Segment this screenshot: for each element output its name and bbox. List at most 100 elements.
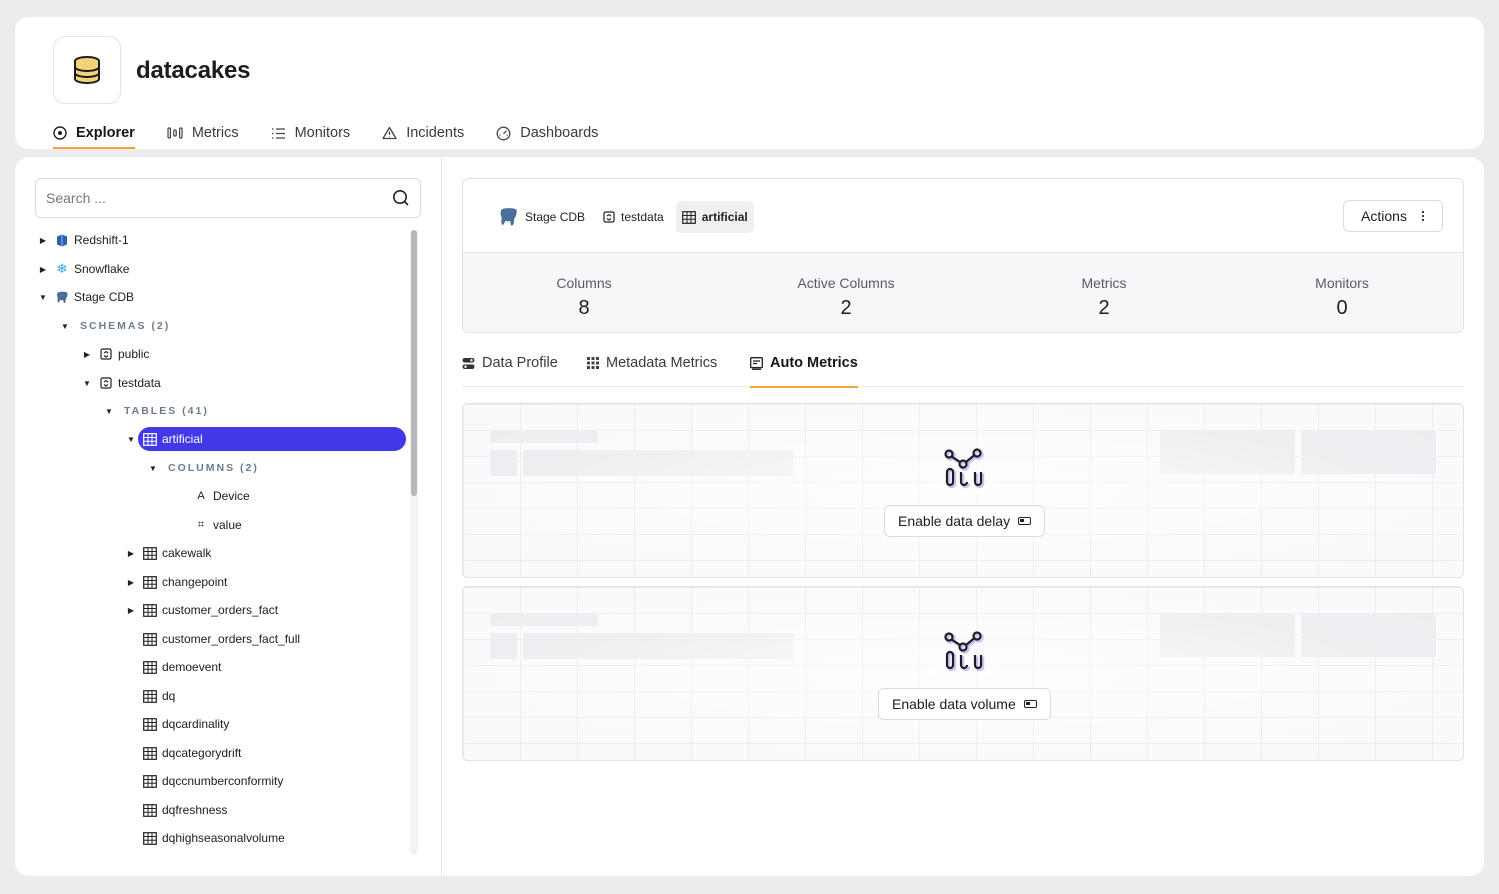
expand-caret-icon[interactable]: ▶: [83, 349, 91, 359]
app-title: datacakes: [136, 57, 251, 84]
tree-scrollbar[interactable]: [410, 230, 418, 855]
stat-columns: Columns 8: [484, 253, 684, 320]
redshift-icon: [54, 232, 70, 248]
nav-metrics-label: Metrics: [191, 125, 239, 141]
tree-item-stage-cdb[interactable]: ▼ Stage CDB: [36, 285, 134, 309]
enable-data-volume-button[interactable]: Enable data volume: [878, 688, 1051, 720]
expand-caret-icon[interactable]: ▶: [39, 235, 47, 245]
nav-explorer-label: Explorer: [76, 125, 135, 141]
stat-metrics: Metrics 2: [1004, 253, 1204, 320]
nav-metrics[interactable]: Metrics: [167, 117, 239, 149]
tree-item-artificial[interactable]: ▼ artificial: [124, 427, 406, 451]
toggle-icon: [1018, 517, 1032, 525]
nav-monitors[interactable]: Monitors: [271, 117, 350, 149]
tree-table-row[interactable]: dqhighseasonalvolume: [138, 826, 285, 850]
section-label: SCHEMAS (2): [80, 320, 171, 332]
search-box: [35, 178, 421, 218]
tree-item-redshift[interactable]: ▶ Redshift-1: [36, 228, 129, 252]
tree-table-row[interactable]: dqcategorydrift: [138, 741, 241, 765]
toggle-icon: [1023, 700, 1037, 708]
collapse-caret-icon[interactable]: ▼: [83, 378, 91, 388]
tree-label: dqccnumberconformity: [162, 774, 284, 788]
tab-metadata-metrics[interactable]: Metadata Metrics: [587, 339, 717, 387]
tab-auto-metrics[interactable]: Auto Metrics: [750, 339, 858, 388]
nav-incidents[interactable]: Incidents: [382, 117, 464, 149]
actions-button[interactable]: Actions: [1343, 200, 1443, 232]
tree-item-testdata[interactable]: ▼ testdata: [80, 371, 161, 395]
schemas-section[interactable]: ▼ SCHEMAS (2): [58, 314, 170, 338]
collapse-caret-icon[interactable]: ▼: [105, 406, 113, 416]
actions-label: Actions: [1361, 208, 1407, 224]
app-logo[interactable]: [53, 36, 121, 104]
breadcrumb: Stage CDB testdata artificial: [493, 201, 754, 233]
tree-label: dqcategorydrift: [162, 746, 242, 760]
expand-caret-icon[interactable]: ▶: [127, 577, 135, 587]
graph-nodes-icon: [944, 448, 985, 489]
stat-value: 0: [1336, 297, 1348, 319]
tree-table-row[interactable]: customer_orders_fact_full: [138, 627, 300, 651]
fade-overlay: [463, 404, 1463, 577]
stat-value: 2: [840, 297, 852, 319]
postgres-icon: [54, 289, 70, 305]
tab-data-profile[interactable]: Data Profile: [462, 339, 558, 387]
table-icon: [142, 602, 158, 618]
collapse-caret-icon[interactable]: ▼: [127, 434, 135, 444]
tree-table-row[interactable]: demoevent: [138, 655, 221, 679]
tree-label: demoevent: [162, 660, 222, 674]
table-icon: [142, 830, 158, 846]
expand-caret-icon[interactable]: ▶: [127, 605, 135, 615]
nav-explorer[interactable]: Explorer: [53, 117, 135, 149]
feature-card-data-delay: Enable data delay: [462, 403, 1464, 578]
collapse-caret-icon[interactable]: ▼: [61, 321, 69, 331]
gauge-icon: [496, 126, 511, 140]
tables-section[interactable]: ▼ TABLES (41): [102, 399, 209, 423]
tree-label: cakewalk: [162, 546, 212, 560]
table-icon: [142, 688, 158, 704]
tree-label: testdata: [118, 376, 161, 390]
table-icon: [681, 210, 696, 224]
expand-caret-icon[interactable]: ▶: [39, 264, 47, 274]
button-label: Enable data volume: [892, 696, 1016, 712]
expand-caret-icon[interactable]: ▶: [127, 548, 135, 558]
button-label: Enable data delay: [898, 513, 1011, 529]
search-input[interactable]: [46, 190, 392, 206]
nav-dashboards[interactable]: Dashboards: [496, 117, 598, 149]
breadcrumb-table[interactable]: artificial: [675, 201, 754, 233]
main-panel: ▶ Redshift-1 ▶ ❄ Snowflake ▼ Stage CDB ▼…: [15, 157, 1484, 876]
enable-data-delay-button[interactable]: Enable data delay: [884, 505, 1046, 537]
app-header: datacakes Explorer Metrics Monitors Inci…: [15, 17, 1484, 149]
tab-label: Metadata Metrics: [606, 355, 718, 371]
tab-label: Auto Metrics: [770, 355, 858, 371]
tree-item-snowflake[interactable]: ▶ ❄ Snowflake: [36, 257, 129, 281]
snowflake-icon: ❄: [56, 261, 68, 276]
scrollbar-thumb[interactable]: [411, 230, 417, 496]
tree-table-row[interactable]: ▶ cakewalk: [124, 541, 211, 565]
tree-table-row[interactable]: dqcardinality: [138, 712, 229, 736]
breadcrumb-source[interactable]: Stage CDB: [493, 201, 591, 233]
tree-table-row[interactable]: dqfreshness: [138, 798, 227, 822]
tree-table-row[interactable]: dq: [138, 684, 175, 708]
breadcrumb-label: testdata: [621, 210, 664, 224]
tree-label: Device: [213, 489, 250, 503]
search-icon[interactable]: [392, 189, 410, 207]
explorer-sidebar: ▶ Redshift-1 ▶ ❄ Snowflake ▼ Stage CDB ▼…: [15, 157, 442, 876]
tree-item-public[interactable]: ▶ public: [80, 342, 149, 366]
tree-table-row[interactable]: dqccnumberconformity: [138, 769, 283, 793]
tree-table-row[interactable]: ▶ changepoint: [124, 570, 227, 594]
tree-label: value: [213, 518, 242, 532]
tree-table-row[interactable]: ▶ customer_orders_fact: [124, 598, 278, 622]
collapse-caret-icon[interactable]: ▼: [39, 292, 47, 302]
breadcrumb-schema[interactable]: testdata: [597, 201, 670, 233]
warning-icon: [382, 126, 397, 140]
collapse-caret-icon[interactable]: ▼: [149, 463, 157, 473]
schema-icon: [603, 211, 615, 223]
tree-label: dqfreshness: [162, 803, 228, 817]
tree-label: dq: [162, 689, 176, 703]
database-icon: [74, 56, 100, 85]
tree-column-device[interactable]: A Device: [189, 484, 250, 508]
table-icon: [142, 773, 158, 789]
tree-column-value[interactable]: ⌗ value: [189, 513, 242, 537]
selected-table-highlight[interactable]: artificial: [138, 427, 406, 451]
schema-icon: [98, 346, 114, 362]
columns-section[interactable]: ▼ COLUMNS (2): [146, 456, 259, 480]
